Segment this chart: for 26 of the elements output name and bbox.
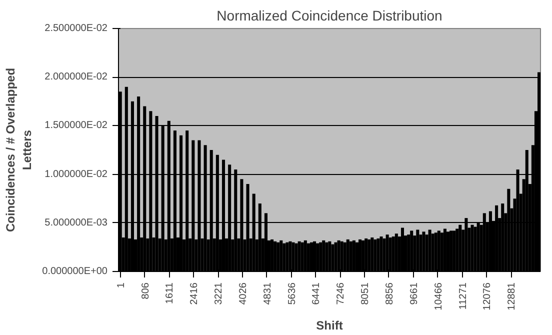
x-tick-label: 4026 [238,282,249,305]
x-tick-label: 11271 [458,282,469,310]
y-tick-label: 0.000000E+00 [42,266,108,277]
y-tick-label: 2.500000E-02 [44,23,108,34]
x-tick-label: 5636 [286,282,298,305]
x-tick-label: 9661 [408,282,420,305]
y-tick-label: 1.000000E-02 [44,168,108,180]
x-tick-label: 12881 [506,282,518,310]
chart-title: Normalized Coincidence Distribution [216,8,442,24]
x-tick-label: 806 [140,282,152,300]
x-tick-label: 6441 [311,282,322,305]
x-tick-label: 8051 [360,282,372,305]
x-tick-label: 7246 [336,282,347,305]
x-tick-label: 1 [116,282,127,288]
x-tick-label: 3221 [214,282,225,305]
x-tick-label: 1611 [164,282,176,304]
x-tick-label: 4831 [262,282,274,305]
y-tick-label: 1.500000E-02 [44,120,108,132]
x-tick-label: 10466 [433,282,444,310]
x-axis-title: Shift [316,318,343,332]
y-tick-label: 2.000000E-02 [44,72,108,83]
x-tick-label: 2416 [189,282,200,305]
y-axis-title: Coincidences / # Overlapped Letters [3,68,34,232]
y-tick-label: 5.000000E-03 [44,217,108,228]
x-tick-label: 12076 [482,282,494,310]
x-tick-label: 8856 [384,282,396,305]
